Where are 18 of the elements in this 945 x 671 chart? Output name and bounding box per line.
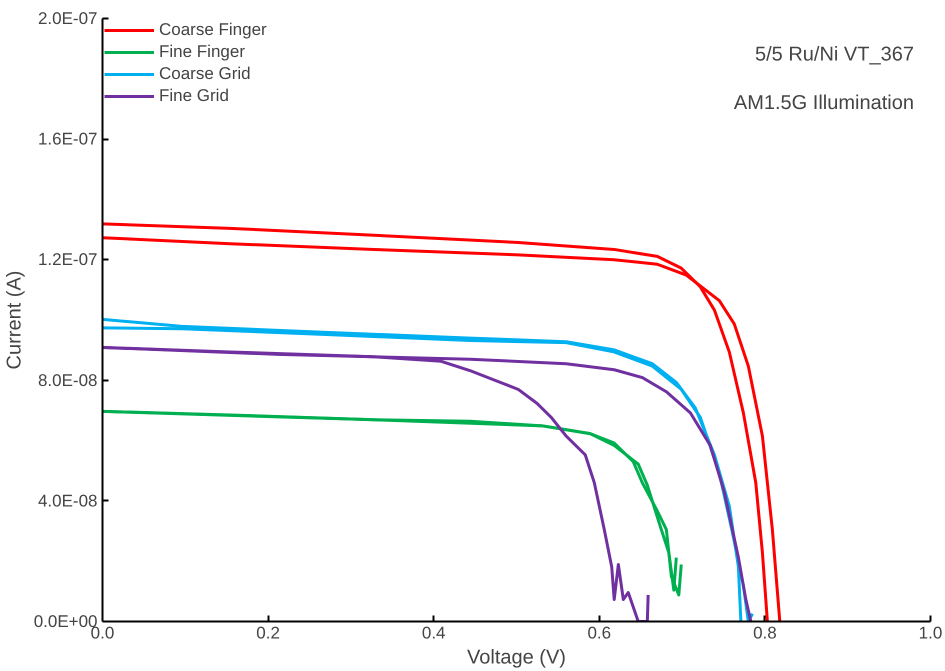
- legend-label: Coarse Finger: [159, 20, 267, 40]
- x-tick-label: 0.4: [422, 624, 446, 642]
- x-tick-label: 0.8: [753, 624, 777, 642]
- y-tick-label: 1.6E-07: [38, 130, 98, 149]
- x-tick-label: 1.0: [918, 624, 942, 642]
- y-tick-label: 2.0E-07: [38, 9, 98, 28]
- y-tick-label: 4.0E-08: [38, 491, 98, 510]
- x-tick-label: 0.2: [256, 624, 280, 642]
- x-tick-label: 0.6: [587, 624, 612, 642]
- y-axis-title: Current (A): [4, 270, 26, 370]
- y-tick-label: 8.0E-08: [38, 370, 98, 390]
- legend-label: Fine Finger: [159, 42, 245, 62]
- y-tick-label: 1.2E-07: [38, 250, 98, 270]
- annotation: 5/5 Ru/Ni VT_367: [754, 44, 914, 66]
- annotation: AM1.5G Illumination: [734, 92, 914, 114]
- x-axis-title: Voltage (V): [467, 646, 566, 668]
- legend-label: Fine Grid: [159, 86, 229, 106]
- legend-label: Coarse Grid: [159, 64, 251, 84]
